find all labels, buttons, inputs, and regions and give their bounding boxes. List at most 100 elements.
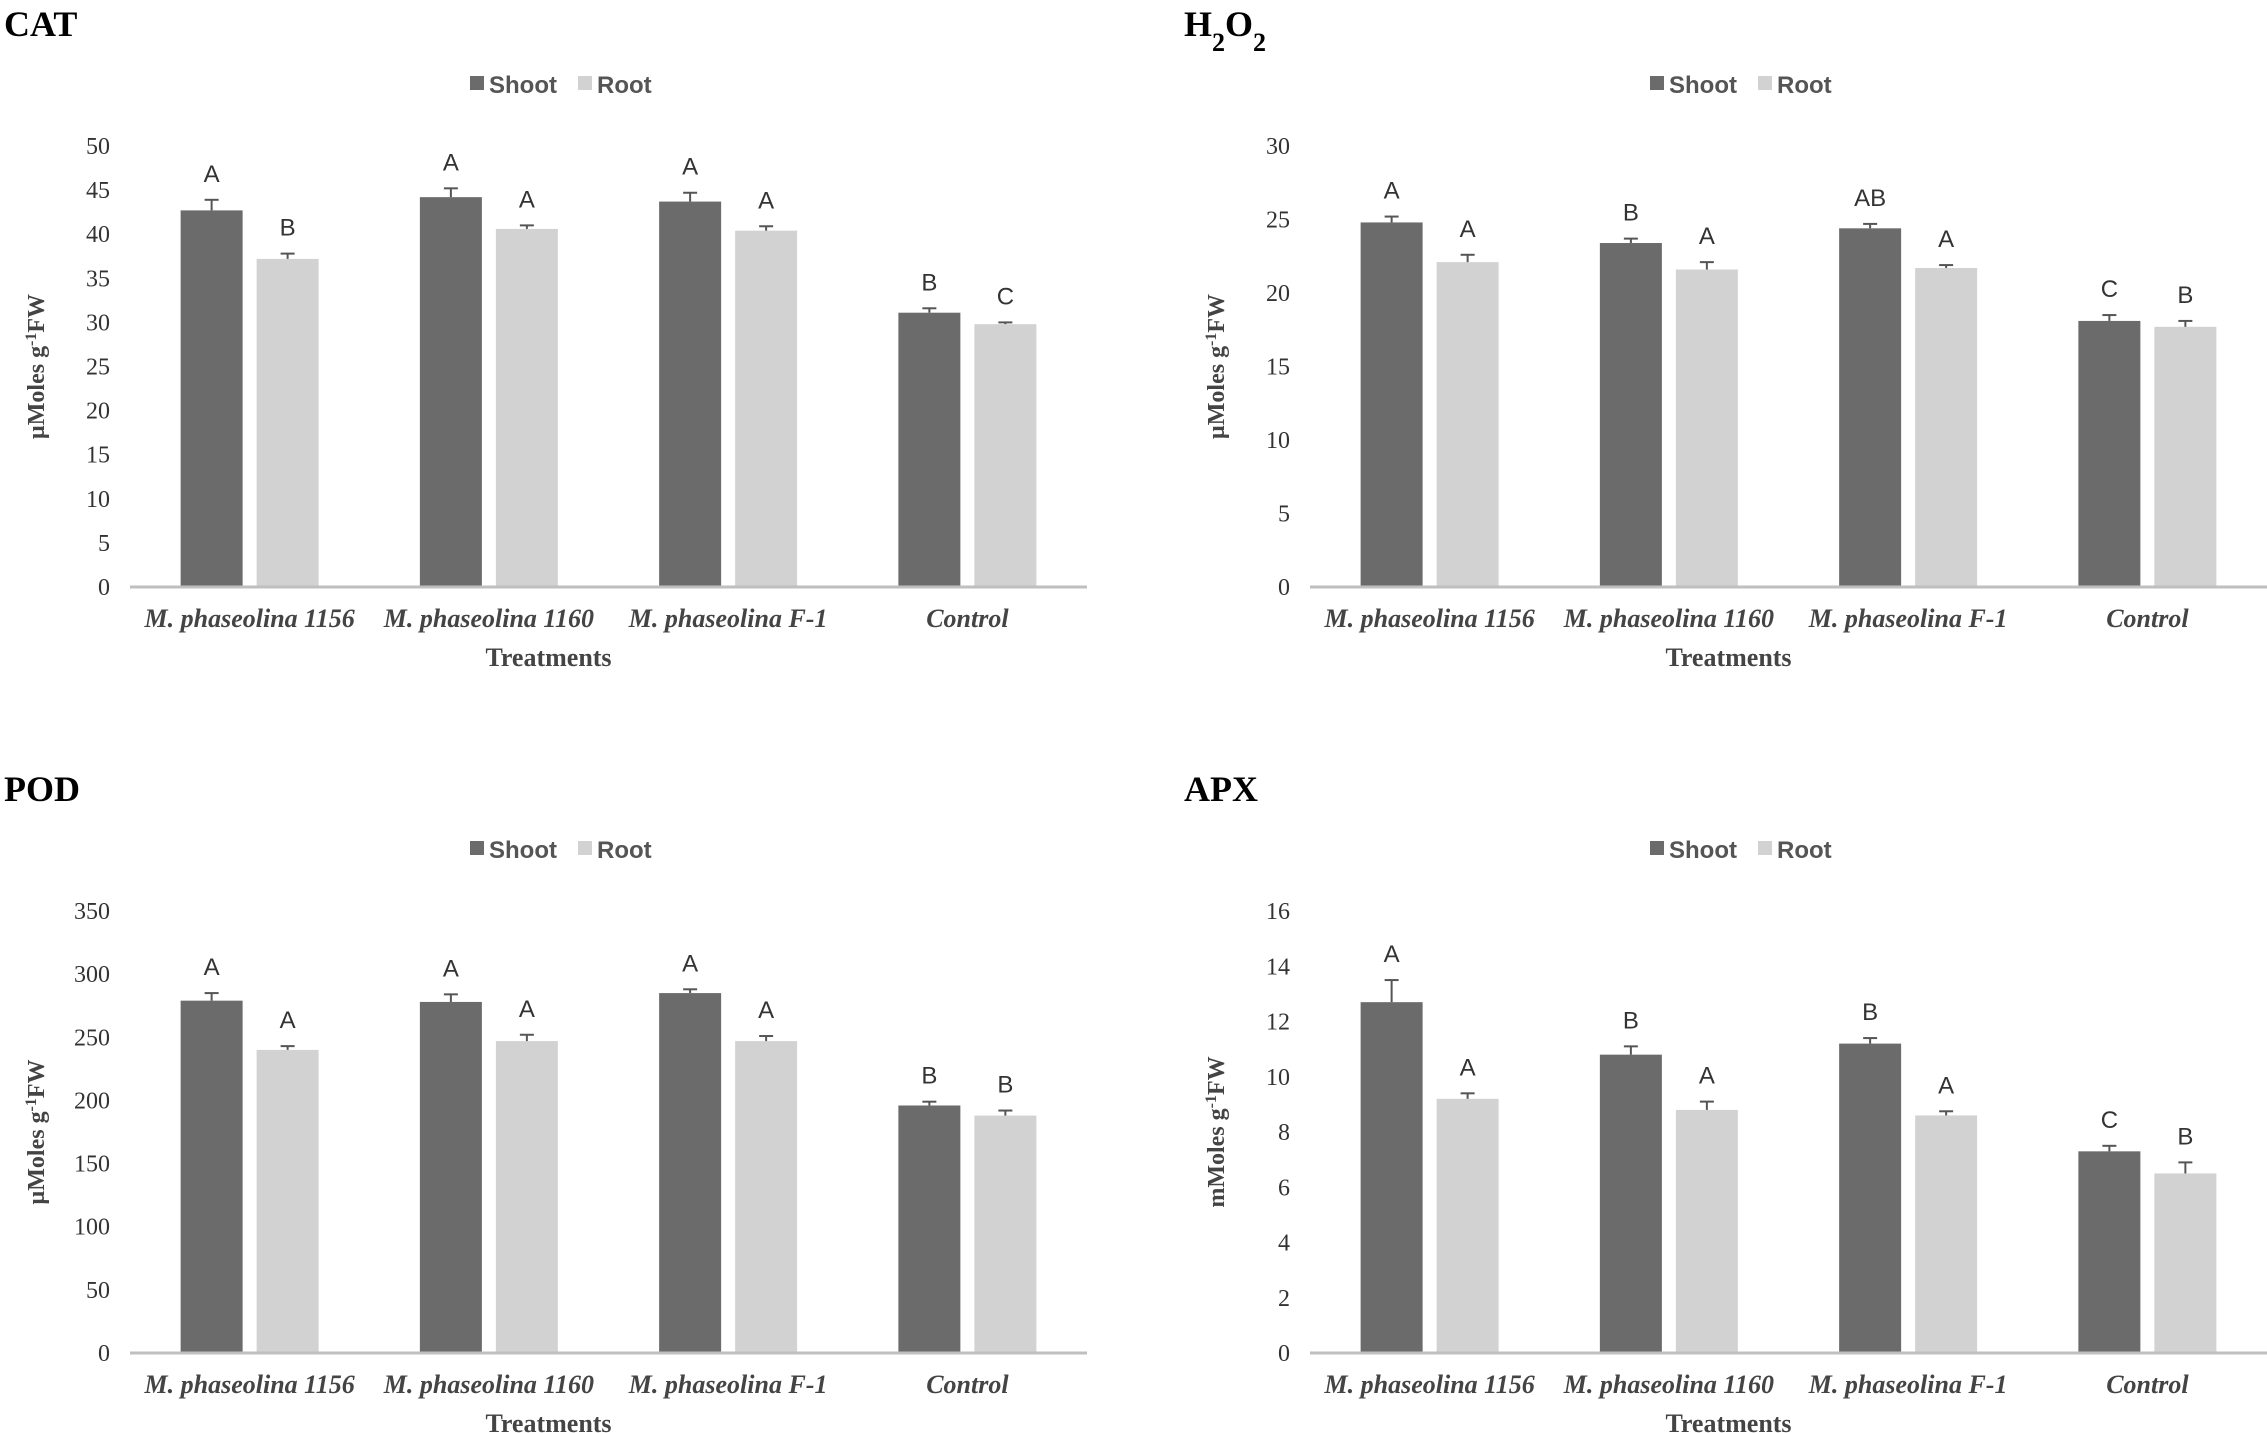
- bar-shoot: [2078, 1151, 2141, 1353]
- panel-title: APX: [1184, 769, 1258, 809]
- y-axis-title-superscript: -1: [1203, 333, 1220, 346]
- bar-shoot: [1360, 222, 1423, 587]
- legend-swatch-root: [578, 76, 592, 90]
- y-axis-title-superscript: -1: [23, 333, 40, 346]
- bar-root: [974, 1115, 1037, 1353]
- legend-label-root: Root: [1777, 72, 1832, 99]
- bar-root: [1915, 1115, 1978, 1353]
- bar-root: [1675, 269, 1738, 587]
- y-axis-title: mMoles g-1FW: [1203, 1056, 1231, 1207]
- significance-letter: C: [2101, 276, 2118, 303]
- x-category-label: M. phaseolina 1160: [1563, 604, 1774, 633]
- y-tick-label: 30: [86, 310, 110, 336]
- legend-label-root: Root: [597, 837, 652, 864]
- y-tick-label: 35: [86, 266, 110, 292]
- significance-letter: A: [1699, 223, 1715, 250]
- y-axis-title-part: µMoles g: [24, 1111, 50, 1204]
- legend-label-root: Root: [597, 72, 652, 99]
- y-tick-label: 6: [1278, 1175, 1290, 1201]
- significance-letter: A: [280, 1007, 296, 1034]
- significance-letter: B: [1623, 200, 1639, 227]
- significance-letter: AB: [1854, 185, 1886, 212]
- bar-root: [974, 324, 1037, 587]
- bar-shoot: [180, 1000, 243, 1353]
- bar-shoot: [898, 1105, 961, 1353]
- legend: Shoot Root: [1650, 837, 1832, 864]
- chart-apx: APX Shoot Root 0 2 4 6 8 10 12 14 16 mMoles g-1FW A A M…: [1184, 769, 2267, 1433]
- significance-letter: A: [1384, 178, 1400, 205]
- x-category-label: M. phaseolina 1160: [383, 1370, 594, 1399]
- y-axis-title: µMoles g-1FW: [23, 294, 51, 439]
- title-part: H: [1184, 4, 1212, 44]
- x-axis-title: Treatments: [485, 1409, 611, 1433]
- x-category-label: Control: [926, 1370, 1009, 1399]
- bar-root: [1915, 268, 1978, 587]
- y-axis-title-part: FW: [24, 294, 50, 333]
- x-category-label: M. phaseolina 1156: [1324, 604, 1535, 633]
- bar-root: [495, 228, 558, 587]
- significance-letter: A: [1460, 216, 1476, 243]
- bar-root: [735, 1041, 798, 1353]
- y-tick-label: 5: [1278, 502, 1290, 528]
- y-tick-label: 50: [86, 1278, 110, 1304]
- y-tick-label: 15: [86, 443, 110, 469]
- panel-title: POD: [4, 769, 80, 809]
- chart-pod: POD Shoot Root 0 50 100 150 200 250 300 350 µMoles …: [4, 769, 1087, 1433]
- y-axis-title-part: FW: [1204, 294, 1230, 333]
- y-axis-title-part: µMoles g: [1204, 346, 1230, 439]
- panel-title: CAT: [4, 4, 77, 44]
- x-category-label: M. phaseolina 1156: [1324, 1370, 1535, 1399]
- y-tick-label: 100: [74, 1215, 110, 1241]
- x-category-label: M. phaseolina 1160: [1563, 1370, 1774, 1399]
- title-part: O: [1225, 4, 1253, 44]
- y-tick-label: 0: [98, 575, 110, 601]
- legend-swatch-root: [578, 841, 592, 855]
- significance-letter: A: [519, 996, 535, 1023]
- title-part: POD: [4, 769, 80, 809]
- y-tick-label: 20: [86, 399, 110, 425]
- x-axis-title: Treatments: [1665, 643, 1791, 672]
- legend-label-shoot: Shoot: [489, 72, 557, 99]
- y-axis-title-part: FW: [24, 1059, 50, 1098]
- title-part: CAT: [4, 4, 77, 44]
- x-category-label: M. phaseolina F-1: [628, 1370, 828, 1399]
- y-tick-label: 300: [74, 962, 110, 988]
- x-category-label: M. phaseolina F-1: [1808, 604, 2008, 633]
- legend: Shoot Root: [470, 837, 652, 864]
- y-tick-label: 45: [86, 178, 110, 204]
- y-tick-label: 15: [1266, 355, 1290, 381]
- y-tick-label: 0: [1278, 1341, 1290, 1367]
- y-tick-label: 250: [74, 1025, 110, 1051]
- significance-letter: C: [997, 283, 1014, 310]
- y-tick-label: 200: [74, 1088, 110, 1114]
- y-tick-label: 30: [1266, 134, 1290, 160]
- significance-letter: C: [2101, 1107, 2118, 1134]
- significance-letter: A: [1460, 1054, 1476, 1081]
- y-tick-label: 0: [98, 1341, 110, 1367]
- significance-letter: A: [204, 161, 220, 188]
- legend-swatch-shoot: [470, 76, 484, 90]
- bar-shoot: [1599, 1054, 1662, 1353]
- bar-root: [1436, 1098, 1499, 1353]
- legend: Shoot Root: [470, 72, 652, 99]
- significance-letter: A: [682, 154, 698, 181]
- y-tick-label: 20: [1266, 281, 1290, 307]
- legend: Shoot Root: [1650, 72, 1832, 99]
- y-tick-label: 50: [86, 134, 110, 160]
- significance-letter: B: [921, 1063, 937, 1090]
- significance-letter: A: [1699, 1063, 1715, 1090]
- y-tick-label: 25: [86, 355, 110, 381]
- bar-root: [1675, 1109, 1738, 1353]
- significance-letter: A: [443, 149, 459, 176]
- significance-letter: A: [204, 954, 220, 981]
- y-axis-title-part: FW: [1204, 1056, 1230, 1095]
- y-tick-label: 25: [1266, 208, 1290, 234]
- bar-shoot: [2078, 320, 2141, 587]
- y-tick-label: 10: [1266, 428, 1290, 454]
- bar-root: [256, 1049, 319, 1353]
- x-category-label: Control: [2106, 1370, 2189, 1399]
- significance-letter: A: [443, 955, 459, 982]
- title-subscript: 2: [1212, 28, 1225, 57]
